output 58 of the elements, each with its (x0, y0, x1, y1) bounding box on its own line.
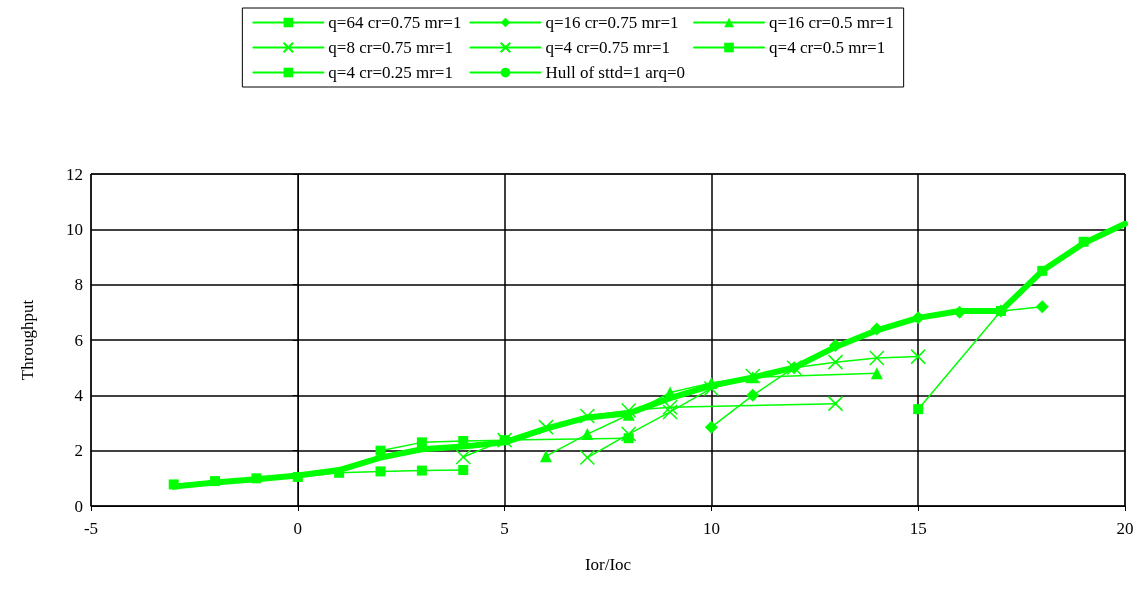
x-tick-label: 0 (293, 519, 303, 538)
point (375, 445, 386, 456)
point (210, 476, 221, 487)
point (334, 467, 345, 478)
point (870, 367, 883, 380)
point (579, 449, 596, 466)
point (953, 305, 967, 319)
point (827, 354, 844, 370)
point (579, 408, 596, 424)
point (913, 404, 924, 415)
point (455, 449, 471, 465)
point (662, 404, 678, 420)
point (869, 350, 885, 366)
y-tick-label: 4 (74, 385, 84, 405)
legend-label: Hull of sttd=1 arq=0 (545, 63, 686, 82)
point (581, 428, 594, 441)
point (539, 450, 552, 463)
y-tick-label: 8 (74, 275, 83, 295)
legend-label: q=4 cr=0.25 mr=1 (328, 63, 453, 82)
point (911, 311, 925, 325)
legend-label: q=4 cr=0.75 mr=1 (545, 38, 671, 57)
legend-label: q=4 cr=0.5 mr=1 (769, 38, 886, 57)
legend-label: q=64 cr=0.75 mr=1 (328, 13, 462, 32)
x-tick-label: 15 (909, 519, 927, 538)
point (623, 433, 634, 444)
y-tick-label: 0 (74, 496, 83, 516)
point (662, 399, 678, 415)
point (1078, 236, 1089, 247)
x-axis-title: Ior/Ioc (584, 555, 632, 574)
point (620, 426, 637, 442)
point (375, 466, 386, 477)
point (620, 402, 637, 419)
point (416, 465, 427, 476)
point (828, 339, 842, 353)
y-tick-label: 2 (74, 441, 83, 461)
point (416, 437, 427, 448)
point (910, 348, 926, 365)
legend-label: q=16 cr=0.75 mr=1 (545, 13, 679, 32)
x-tick-label: 20 (1116, 519, 1134, 538)
point (1037, 265, 1048, 276)
y-tick-label: 12 (66, 164, 83, 184)
point (251, 473, 262, 484)
point (168, 479, 179, 490)
x-tick-label: 5 (500, 519, 509, 538)
point (704, 420, 718, 434)
point (292, 471, 303, 482)
point (538, 419, 554, 435)
y-tick-label: 6 (74, 330, 83, 350)
point (458, 465, 469, 476)
legend-label: q=16 cr=0.5 mr=1 (769, 13, 894, 32)
point (746, 388, 760, 402)
legend-label: q=8 cr=0.75 mr=1 (328, 38, 453, 57)
x-tick-label: 10 (702, 519, 720, 538)
point (1035, 300, 1049, 314)
y-tick-label: 10 (66, 219, 83, 239)
y-axis-title: Throughput (18, 299, 37, 381)
point (827, 395, 844, 412)
x-tick-label: -5 (83, 519, 99, 538)
